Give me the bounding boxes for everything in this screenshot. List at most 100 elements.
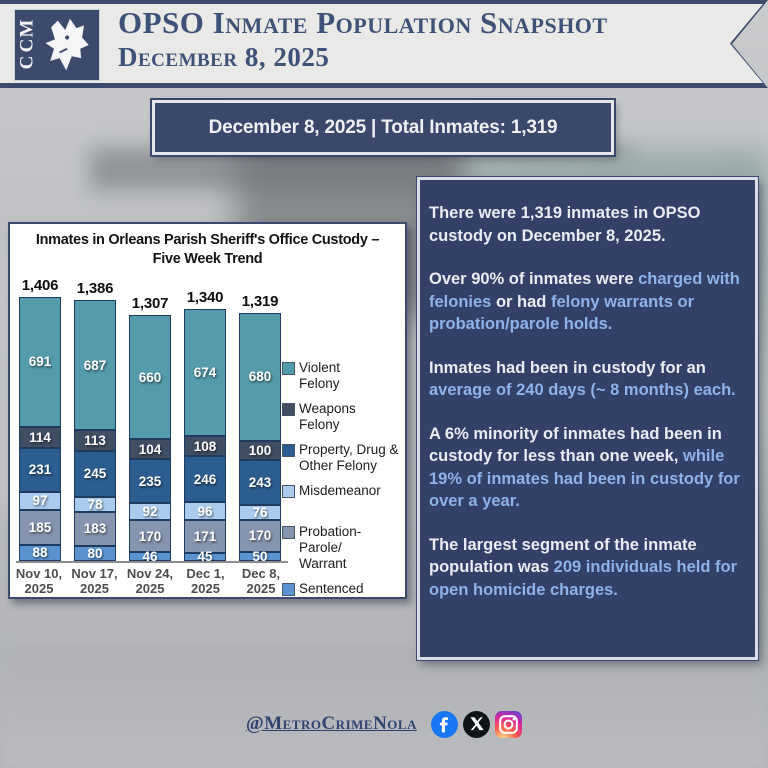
wolf-icon <box>45 18 89 71</box>
summary-text-span: 209 individuals held for open homicide c… <box>429 558 738 599</box>
page-title: OPSO Inmate Population Snapshot <box>118 5 608 40</box>
footer: @MetroCrimeNola <box>0 702 768 746</box>
legend-label: Probation-Parole/Warrant <box>299 524 362 571</box>
legend-swatch <box>282 444 295 457</box>
bar-segment: 96 <box>184 502 226 521</box>
bar-segment: 185 <box>19 509 61 545</box>
page-subtitle-date: December 8, 2025 <box>118 42 330 72</box>
legend-label: Sentenced <box>299 581 364 596</box>
legend-item: Weapons Felony <box>282 401 404 433</box>
bar-stack: 50 170 76 243 100 680 <box>239 313 281 564</box>
legend-swatch <box>282 526 295 539</box>
bar-segment: 674 <box>184 309 226 436</box>
bar-total-label: 1,406 <box>21 276 59 294</box>
chart-title-line1: Inmates in Orleans Parish Sheriff's Offi… <box>35 232 380 248</box>
mcc-logo-letter: C <box>16 55 38 69</box>
summary-text-span: charged with felonies <box>429 270 740 311</box>
legend-item: Sentenced <box>282 581 404 597</box>
bar-segment: 46 <box>129 549 171 564</box>
social-icons <box>430 710 522 738</box>
legend-item: Property, Drug & Other Felony <box>282 442 404 474</box>
x-axis-line <box>16 561 288 563</box>
bar-segment: 76 <box>239 505 281 520</box>
summary-text-span: The largest segment of the inmate popula… <box>429 535 697 577</box>
bar-segment: 171 <box>184 520 226 553</box>
summary-paragraph: Over 90% of inmates were charged with fe… <box>429 268 745 336</box>
bar-segment: 97 <box>19 491 61 510</box>
total-inmates-banner: December 8, 2025 | Total Inmates: 1,319 <box>152 100 614 155</box>
bar-column: 1,406 88 185 97 231 114 691 <box>19 277 61 561</box>
bar-segment: 691 <box>19 296 61 427</box>
bar-segment: 45 <box>184 549 226 564</box>
bar-stack: 46 170 92 235 104 660 <box>129 315 171 564</box>
legend-label: Misdemeanor <box>299 483 381 498</box>
mcc-logo-letter: M <box>16 19 38 37</box>
bar-stack: 80 183 78 245 113 687 <box>74 300 116 561</box>
chart-title-line2: Five Week Trend <box>152 251 263 267</box>
bar-segment: 183 <box>74 511 116 546</box>
total-inmates-text: December 8, 2025 | Total Inmates: 1,319 <box>208 116 558 138</box>
legend-item: Misdemeanor <box>282 483 404 499</box>
bar-column: 1,386 80 183 78 245 113 687 <box>74 280 116 561</box>
chart-legend: Violent Felony Weapons Felony Property, Drug… <box>282 360 404 597</box>
legend-label: Violent Felony <box>299 360 341 391</box>
bar-segment: 92 <box>129 503 171 521</box>
bar-segment: 104 <box>129 439 171 459</box>
legend-swatch <box>282 583 295 596</box>
bar-segment: 243 <box>239 459 281 506</box>
summary-text-span: Inmates had been in custody for an <box>429 358 706 377</box>
summary-paragraphs: There were 1,319 inmates in OPSO custody… <box>429 202 745 601</box>
facebook-icon[interactable] <box>430 710 458 738</box>
summary-text-span: A 6% minority of inmates had been in cus… <box>429 424 722 466</box>
header-titles: OPSO Inmate Population Snapshot December… <box>118 5 608 73</box>
bar-total-label: 1,340 <box>186 289 224 307</box>
social-handle[interactable]: @MetroCrimeNola <box>246 713 417 734</box>
legend-item: Violent Felony <box>282 360 404 392</box>
bar-segment: 113 <box>74 429 116 451</box>
chart-panel: Inmates in Orleans Parish Sheriff's Offi… <box>8 222 407 599</box>
summary-paragraph: Inmates had been in custody for an avera… <box>429 357 745 402</box>
summary-text-span: There were 1,319 inmates in OPSO custody… <box>429 204 701 245</box>
x-axis-label: Nov 24, 2025 <box>126 566 174 596</box>
instagram-icon[interactable] <box>494 710 522 738</box>
bar-segment: 660 <box>129 315 171 440</box>
summary-paragraph: The largest segment of the inmate popula… <box>429 534 745 602</box>
summary-paragraph: A 6% minority of inmates had been in cus… <box>429 423 745 513</box>
bar-column: 1,340 45 171 96 246 108 674 <box>184 289 226 564</box>
summary-text-span: average of 240 days (~ 8 months) each. <box>429 381 736 399</box>
bar-total-label: 1,307 <box>131 295 169 313</box>
bar-segment: 114 <box>19 426 61 449</box>
bars-area: 1,406 88 185 97 231 114 691 1,386 80 183 78 245 113 6… <box>19 268 281 564</box>
bar-segment: 680 <box>239 313 281 441</box>
x-axis-label: Dec 1, 2025 <box>186 566 225 596</box>
bar-segment: 687 <box>74 300 116 430</box>
summary-text-span: felony warrants or probation/parole hold… <box>429 292 694 334</box>
bar-segment: 231 <box>19 448 61 492</box>
legend-swatch <box>282 485 295 498</box>
bar-segment: 88 <box>19 544 61 561</box>
bar-stack: 88 185 97 231 114 691 <box>19 296 61 561</box>
bar-segment: 80 <box>74 546 116 561</box>
bar-segment: 170 <box>129 520 171 553</box>
bar-segment: 235 <box>129 458 171 504</box>
bar-segment: 246 <box>184 456 226 503</box>
bar-segment: 100 <box>239 440 281 460</box>
bar-segment: 78 <box>74 497 116 512</box>
x-axis-labels: Nov 10, 2025 Nov 17, 2025 Nov 24, 2025 Dec 1, 2… <box>14 566 286 596</box>
bar-segment: 50 <box>239 549 281 564</box>
summary-text-span: or had <box>491 292 551 311</box>
summary-paragraph: There were 1,319 inmates in OPSO custody… <box>429 202 745 247</box>
x-axis-label: Nov 10, 2025 <box>15 566 63 596</box>
summary-text-span: while 19% of inmates had been in custody… <box>429 447 740 510</box>
bar-total-label: 1,386 <box>76 280 114 298</box>
bar-stack: 45 171 96 246 108 674 <box>184 309 226 564</box>
x-icon[interactable] <box>462 710 490 738</box>
legend-swatch <box>282 403 295 416</box>
x-axis-label: Dec 8, 2025 <box>241 566 281 596</box>
chart-title: Inmates in Orleans Parish Sheriff's Offi… <box>10 231 405 269</box>
bar-column: 1,307 46 170 92 235 104 660 <box>129 295 171 564</box>
legend-swatch <box>282 362 295 375</box>
